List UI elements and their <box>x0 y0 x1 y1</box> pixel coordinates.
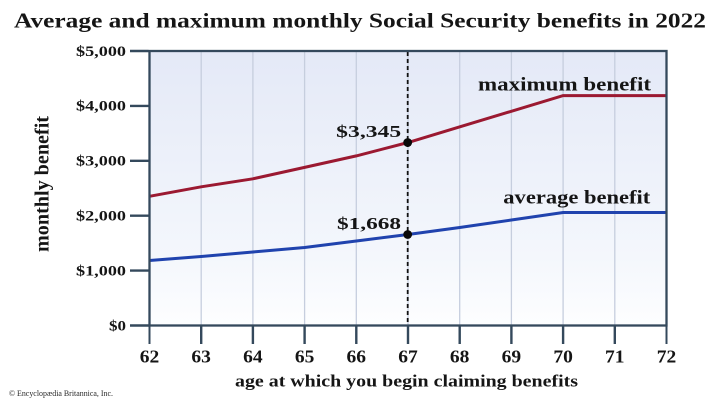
svg-text:maximum benefit: maximum benefit <box>478 74 652 95</box>
svg-text:68: 68 <box>450 347 470 367</box>
svg-text:69: 69 <box>502 347 522 367</box>
svg-text:72: 72 <box>657 347 677 367</box>
svg-text:71: 71 <box>605 347 625 367</box>
svg-text:62: 62 <box>140 347 160 367</box>
svg-text:70: 70 <box>553 347 573 367</box>
svg-text:$2,000: $2,000 <box>76 209 126 225</box>
svg-text:65: 65 <box>295 347 315 367</box>
svg-text:$1,000: $1,000 <box>76 263 126 279</box>
svg-text:$0: $0 <box>109 318 126 334</box>
svg-text:64: 64 <box>243 347 263 367</box>
svg-text:$1,668: $1,668 <box>337 214 401 233</box>
svg-text:63: 63 <box>191 347 211 367</box>
svg-text:$5,000: $5,000 <box>76 44 126 60</box>
svg-text:$3,000: $3,000 <box>76 154 126 170</box>
svg-text:67: 67 <box>398 347 418 367</box>
svg-text:Average and maximum monthly So: Average and maximum monthly Social Secur… <box>14 9 706 33</box>
svg-text:$4,000: $4,000 <box>76 99 126 115</box>
svg-text:monthly benefit: monthly benefit <box>32 116 54 252</box>
svg-text:age at which you begin claimin: age at which you begin claiming benefits <box>235 372 578 391</box>
svg-text:66: 66 <box>347 347 367 367</box>
svg-text:average benefit: average benefit <box>503 188 651 209</box>
svg-text:© Encyclopædia Britannica, Inc: © Encyclopædia Britannica, Inc. <box>9 389 113 398</box>
svg-text:$3,345: $3,345 <box>336 122 401 141</box>
